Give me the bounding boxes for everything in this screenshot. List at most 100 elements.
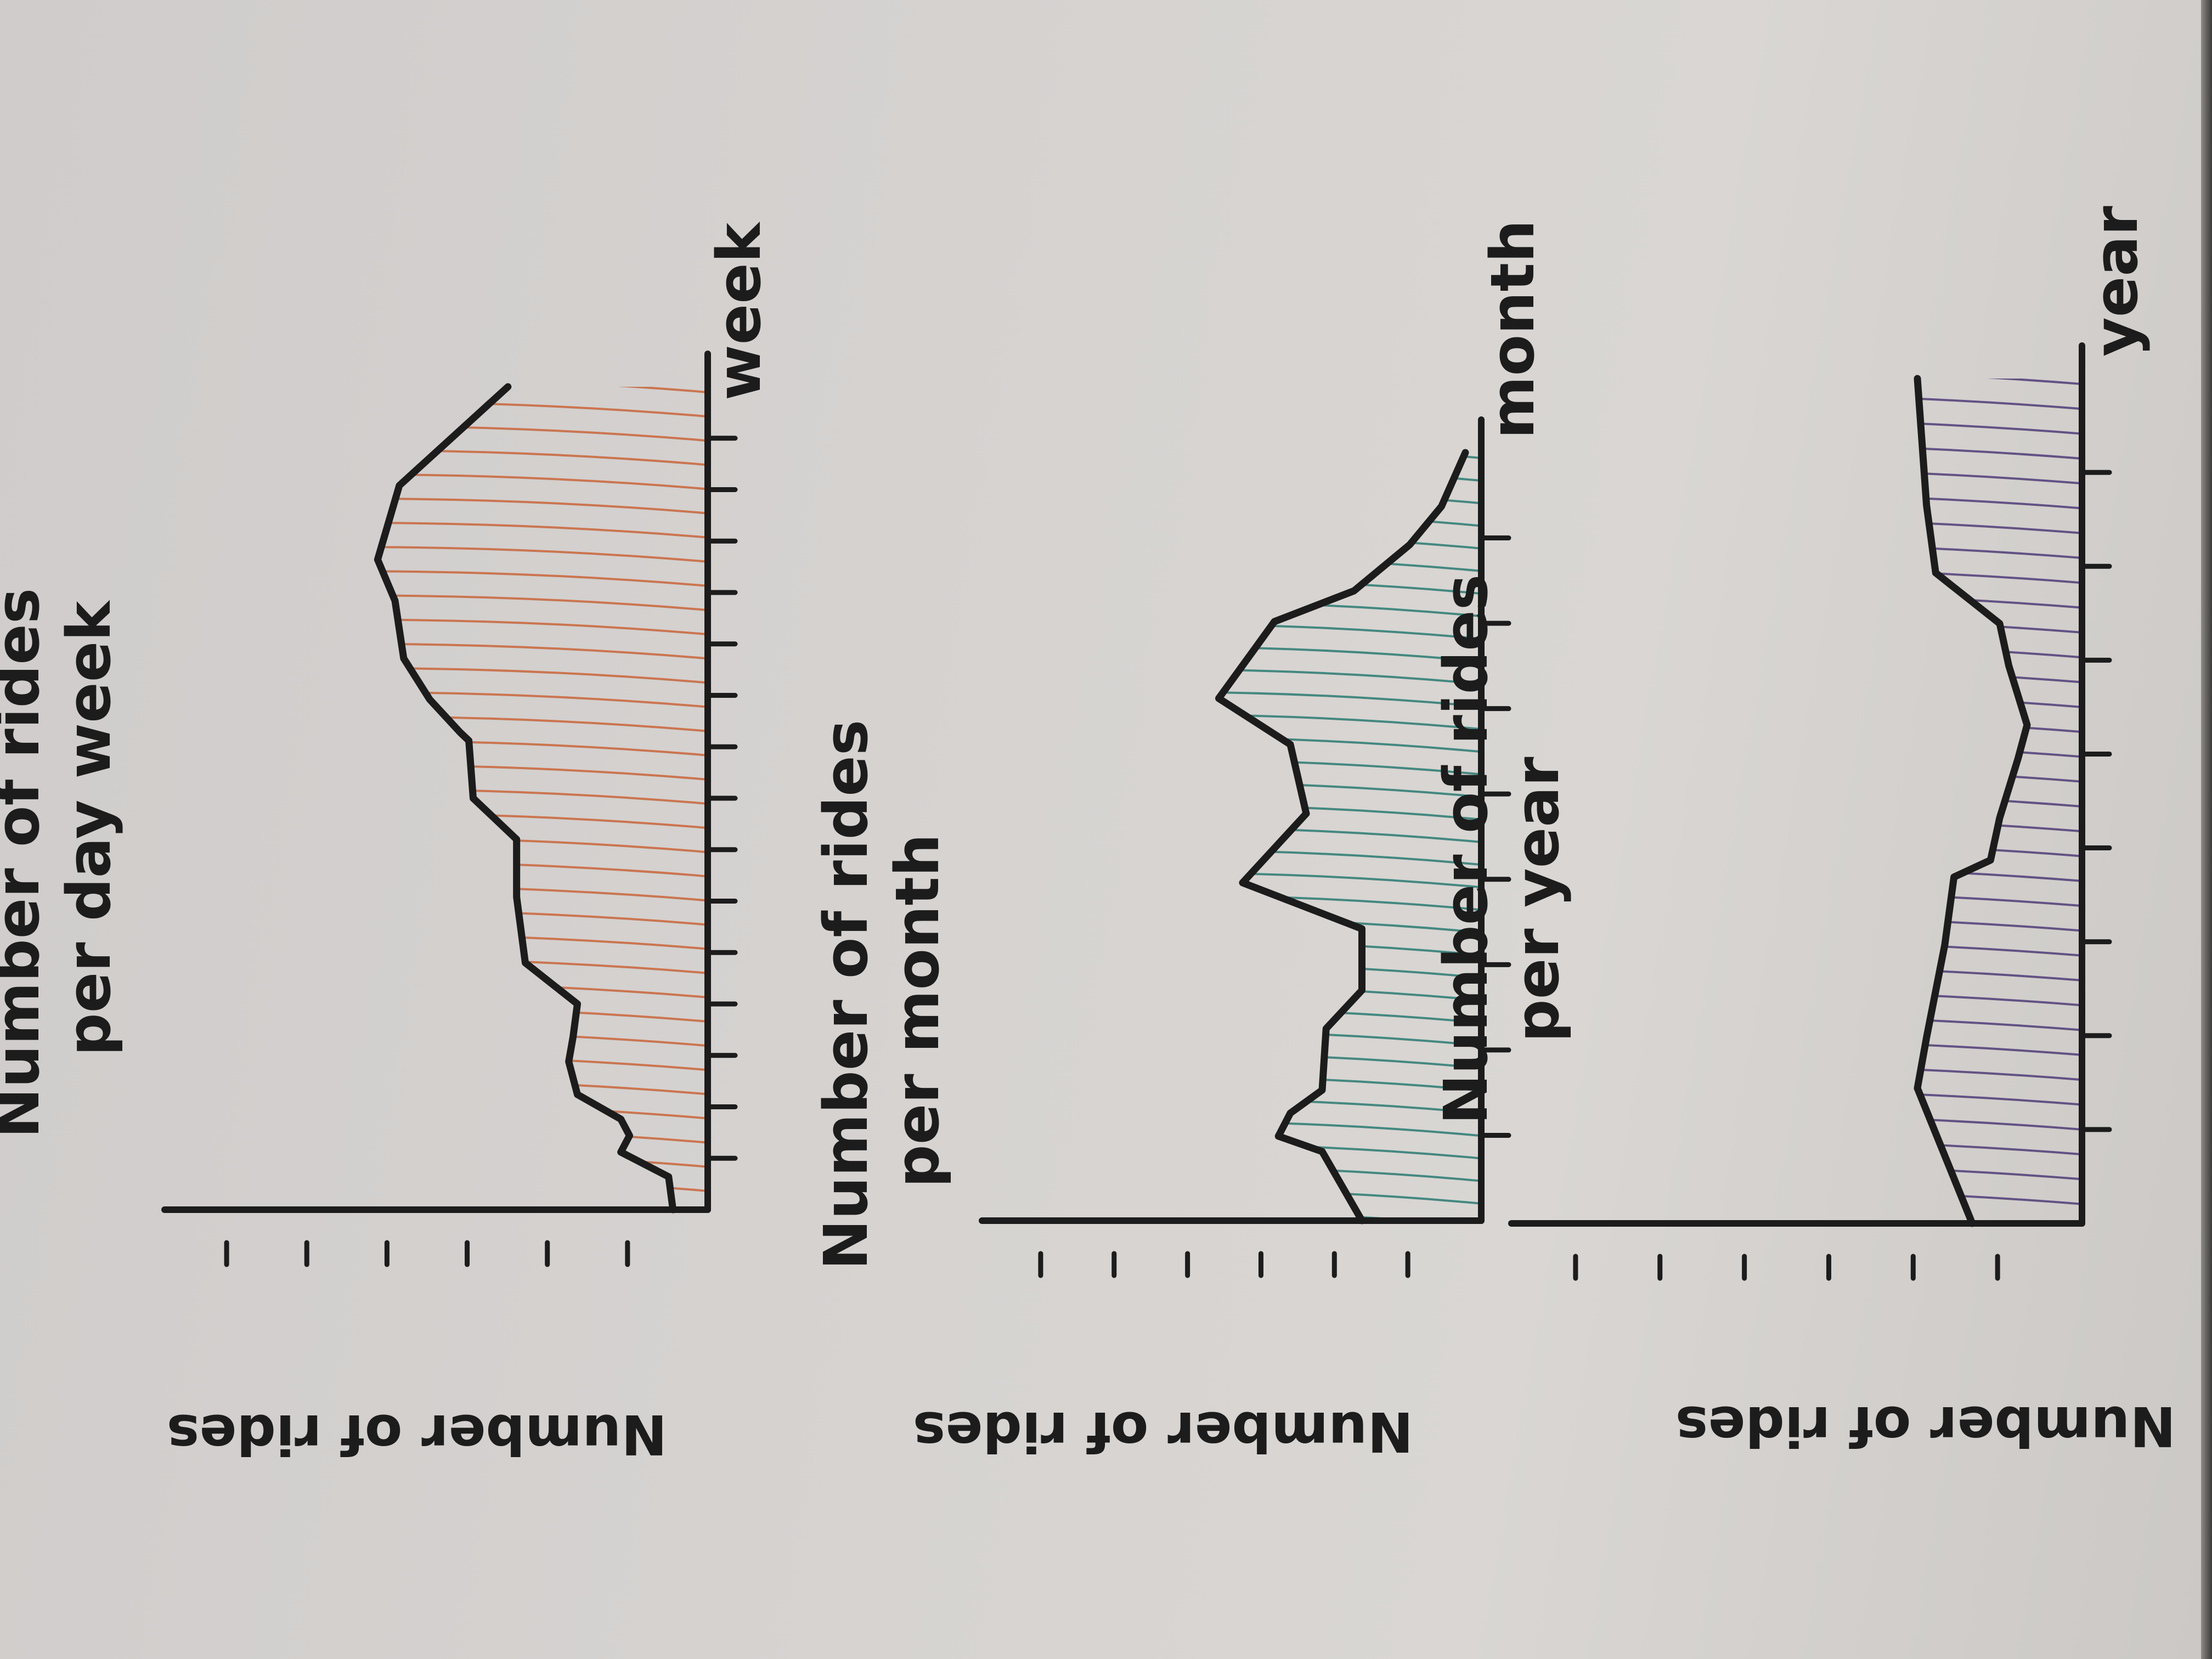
- hatch-line: [1218, 1007, 1481, 1024]
- hatch-line: [1917, 641, 2082, 659]
- hatch-line: [1218, 871, 1481, 889]
- hatch-line: [1218, 984, 1481, 1002]
- hatch-line: [377, 642, 708, 660]
- hatch-line: [377, 667, 708, 684]
- hatch-line: [1917, 542, 2082, 560]
- hatch-line: [1522, 245, 2082, 260]
- hatch-line: [377, 570, 708, 587]
- hatch-line: [377, 860, 708, 878]
- hatch-line: [1917, 691, 2082, 708]
- hatch-line: [1522, 270, 2082, 285]
- chart-month: [979, 353, 1511, 1278]
- hatch-line: [1218, 713, 1481, 731]
- hatch-line: [1917, 791, 2082, 808]
- x-axis-label: week: [704, 221, 774, 400]
- hatch-line: [1917, 393, 2082, 410]
- hatch-line: [1917, 1188, 2082, 1205]
- y-axis-label: Number of rides: [167, 1402, 667, 1466]
- hatch-line: [1218, 623, 1481, 640]
- hatch-line: [377, 1102, 708, 1120]
- hatch-line: [1917, 1088, 2082, 1106]
- hatch-line: [1917, 890, 2082, 907]
- chart-week: [161, 257, 738, 1267]
- hatch-line: [176, 281, 708, 296]
- hatch-line: [1218, 1075, 1481, 1092]
- hatch-line: [1917, 865, 2082, 882]
- hatch-line: [1522, 320, 2082, 335]
- chart-year: [1508, 245, 2112, 1281]
- hatch-line: [1218, 1029, 1481, 1047]
- area-hatching: [995, 353, 1481, 1221]
- hatch-line: [1218, 804, 1481, 821]
- hatch-line: [377, 387, 708, 393]
- hatch-line: [1917, 716, 2082, 733]
- hatch-line: [377, 884, 708, 902]
- chart-title: Number of ridesper day week: [0, 588, 124, 1138]
- hatch-line: [1917, 940, 2082, 957]
- hatch-line: [1917, 1138, 2082, 1156]
- hatch-line: [377, 1078, 708, 1096]
- hatch-line: [377, 812, 708, 830]
- hatch-line: [377, 1175, 708, 1192]
- hatch-line: [377, 449, 708, 466]
- hatch-line: [1218, 1052, 1481, 1069]
- hatch-line: [176, 329, 708, 344]
- hatch-line: [1218, 555, 1481, 572]
- hatch-line: [377, 1006, 708, 1023]
- hatch-line: [1917, 741, 2082, 758]
- hatch-line: [377, 546, 708, 563]
- hatch-line: [1917, 989, 2082, 1007]
- hatch-line: [995, 353, 1481, 368]
- hatch-line: [1218, 465, 1481, 482]
- hatch-line: [1917, 517, 2082, 534]
- hatch-line: [377, 836, 708, 854]
- hatch-line: [377, 909, 708, 926]
- hatch-line: [1218, 1188, 1481, 1205]
- hatch-line: [377, 715, 708, 732]
- hatch-line: [1218, 645, 1481, 663]
- hatch-line: [377, 691, 708, 708]
- hatch-line: [1917, 567, 2082, 584]
- x-axis-label: year: [2081, 206, 2151, 357]
- series-line: [1914, 375, 2031, 1227]
- hatch-line: [377, 400, 708, 418]
- hatch-line: [377, 788, 708, 805]
- y-axis-label: Number of rides: [913, 1400, 1413, 1464]
- hatch-line: [1917, 591, 2082, 609]
- hatch-line: [1917, 492, 2082, 510]
- hatch-line: [1917, 1163, 2082, 1181]
- hatch-line: [1218, 826, 1481, 843]
- hatch-line: [377, 933, 708, 950]
- hatch-line: [1218, 1165, 1481, 1182]
- hatch-line: [1218, 962, 1481, 979]
- hatch-line: [377, 764, 708, 781]
- y-axis-label: Number of rides: [1675, 1394, 2176, 1458]
- hatch-line: [377, 740, 708, 757]
- hatch-line: [377, 1030, 708, 1047]
- hatch-line: [995, 398, 1481, 413]
- chart-title: Number of ridesper year: [1431, 574, 1572, 1125]
- hatch-line: [377, 618, 708, 636]
- page-edge: [2201, 0, 2212, 1659]
- hatch-line: [1218, 1142, 1481, 1160]
- hatch-line: [1218, 939, 1481, 956]
- hatch-line: [1218, 849, 1481, 866]
- hatch-line: [1218, 600, 1481, 618]
- hatch-line: [176, 305, 708, 320]
- hatch-line: [1917, 1064, 2082, 1081]
- hatch-line: [995, 376, 1481, 391]
- hatch-line: [1917, 666, 2082, 684]
- hatch-line: [176, 257, 708, 272]
- hatch-line: [1218, 736, 1481, 753]
- area-hatching: [176, 257, 708, 1210]
- hatch-line: [1218, 758, 1481, 776]
- hatch-line: [1218, 453, 1481, 459]
- hatch-line: [1218, 1120, 1481, 1137]
- hatch-line: [1522, 345, 2082, 359]
- hatch-line: [1917, 840, 2082, 857]
- hatch-line: [377, 981, 708, 998]
- x-axis-label: month: [1477, 220, 1548, 439]
- hatch-line: [377, 1054, 708, 1071]
- hatch-line: [1917, 766, 2082, 783]
